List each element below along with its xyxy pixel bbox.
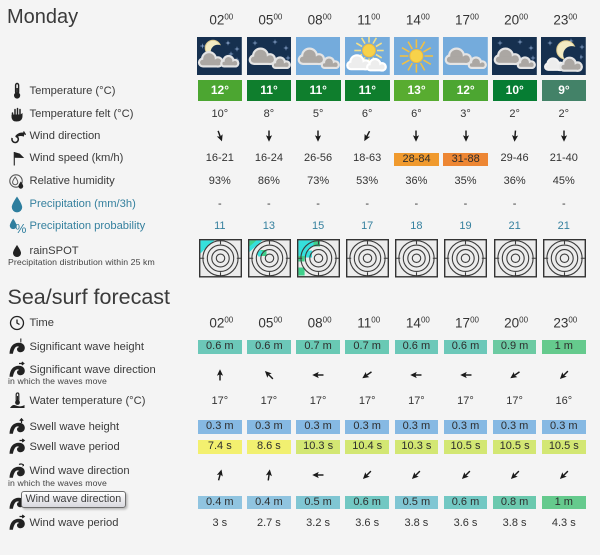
svg-text:!: ! (20, 338, 23, 347)
svg-text:%: % (15, 222, 26, 235)
